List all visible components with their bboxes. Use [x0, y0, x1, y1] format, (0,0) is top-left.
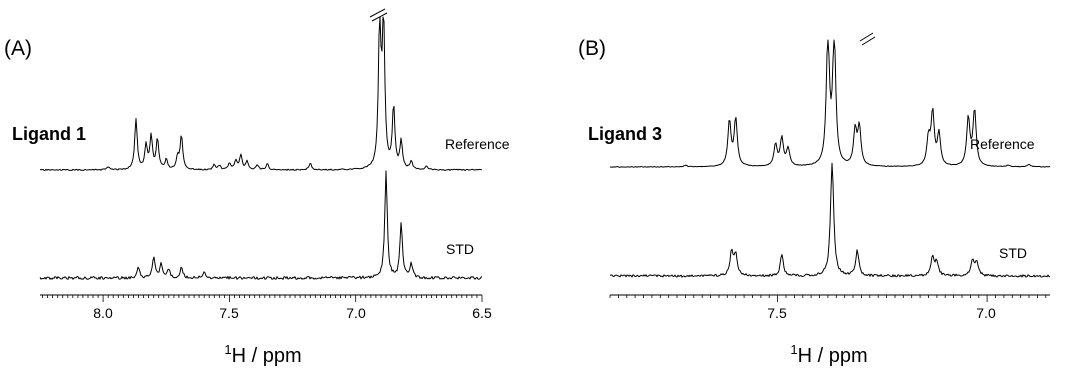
- panel-b-letter: (B): [578, 37, 606, 60]
- panel-a-std-label: STD: [446, 241, 474, 257]
- panel-b-tick-label-7-0: 7.0: [976, 305, 996, 321]
- panel-a-axis-break-icon: [369, 8, 388, 22]
- panel-b: (B) Ligand 3 Reference STD 7.5 7.0 1H / …: [578, 32, 1051, 367]
- panel-b-reference-label: Reference: [970, 136, 1035, 152]
- panel-a: (A) Ligand 1 Reference STD 8.0 7.5 7.0 6…: [4, 8, 510, 367]
- panel-b-reference-trace: [609, 39, 1050, 168]
- panel-a-tick-label-8-0: 8.0: [93, 305, 113, 321]
- panel-a-reference-label: Reference: [445, 136, 510, 152]
- panel-a-x-axis-title-sup: 1: [224, 342, 231, 357]
- panel-a-tick-label-7-0: 7.0: [346, 305, 366, 321]
- panel-b-std-label: STD: [999, 245, 1027, 261]
- panel-b-tick-label-7-5: 7.5: [767, 305, 787, 321]
- panel-a-tick-label-7-5: 7.5: [219, 305, 239, 321]
- panel-a-tick-label-6-5: 6.5: [472, 305, 492, 321]
- panel-b-axis-break-icon: [859, 32, 876, 46]
- panel-b-ticks: [609, 295, 1047, 302]
- panel-b-x-axis-title-sup: 1: [790, 342, 797, 357]
- panel-a-reference-trace: [39, 16, 483, 171]
- panel-b-ligand-label: Ligand 3: [588, 124, 662, 144]
- panel-a-x-axis-title-base: H / ppm: [232, 345, 302, 367]
- panel-a-ticks: [42, 295, 483, 302]
- panel-b-std-trace: [609, 162, 1051, 278]
- panel-a-std-trace: [39, 170, 483, 280]
- panel-b-x-axis-title-base: H / ppm: [798, 345, 868, 367]
- panel-a-x-axis-title: 1H / ppm: [224, 342, 301, 367]
- panel-b-x-axis-title: 1H / ppm: [790, 342, 867, 367]
- panel-a-letter: (A): [4, 37, 32, 60]
- panel-a-ligand-label: Ligand 1: [12, 124, 86, 144]
